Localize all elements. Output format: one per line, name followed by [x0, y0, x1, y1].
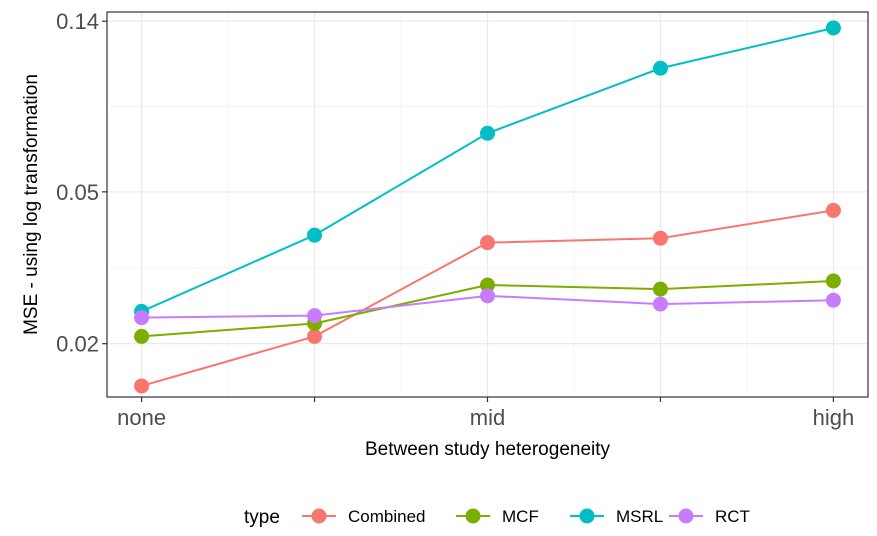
y-tick-label: 0.02 [56, 332, 99, 357]
legend-title: type [244, 507, 280, 528]
data-point-msrl [652, 60, 668, 76]
data-point-combined [825, 202, 841, 218]
legend-label-mcf: MCF [502, 507, 539, 526]
x-tick-label: high [813, 405, 855, 430]
legend: type Combined MCF MSRL RCT [244, 507, 750, 528]
x-tick-label: none [117, 405, 166, 430]
data-point-combined [652, 230, 668, 246]
data-point-rct [825, 292, 841, 308]
legend-key-point [678, 508, 694, 524]
legend-label-combined: Combined [348, 507, 426, 526]
data-point-msrl [480, 125, 495, 141]
y-tick-label: 0.14 [56, 9, 99, 34]
series-layer [134, 20, 841, 394]
data-point-msrl [307, 227, 323, 243]
data-point-rct [652, 296, 668, 312]
data-point-combined [307, 328, 323, 344]
data-point-combined [134, 378, 150, 394]
x-axis: none mid high [117, 397, 854, 430]
legend-key-point [579, 508, 595, 524]
y-tick-label: 0.05 [56, 180, 99, 205]
data-point-rct [480, 288, 495, 304]
data-point-mcf [480, 277, 495, 293]
x-axis-title: Between study heterogeneity [365, 439, 611, 460]
data-point-rct [307, 308, 323, 324]
legend-key-point [311, 508, 327, 524]
data-point-mcf [652, 281, 668, 297]
data-point-msrl [825, 20, 841, 36]
y-axis: 0.02 0.05 0.14 [56, 9, 107, 357]
y-axis-title: MSE - using log transformation [21, 74, 42, 335]
data-point-rct [134, 310, 150, 326]
legend-label-msrl: MSRL [616, 507, 663, 526]
data-point-combined [480, 235, 495, 251]
legend-key-point [465, 508, 481, 524]
legend-label-rct: RCT [715, 507, 750, 526]
x-tick-label: mid [470, 405, 505, 430]
data-point-mcf [134, 328, 150, 344]
data-point-mcf [825, 273, 841, 289]
